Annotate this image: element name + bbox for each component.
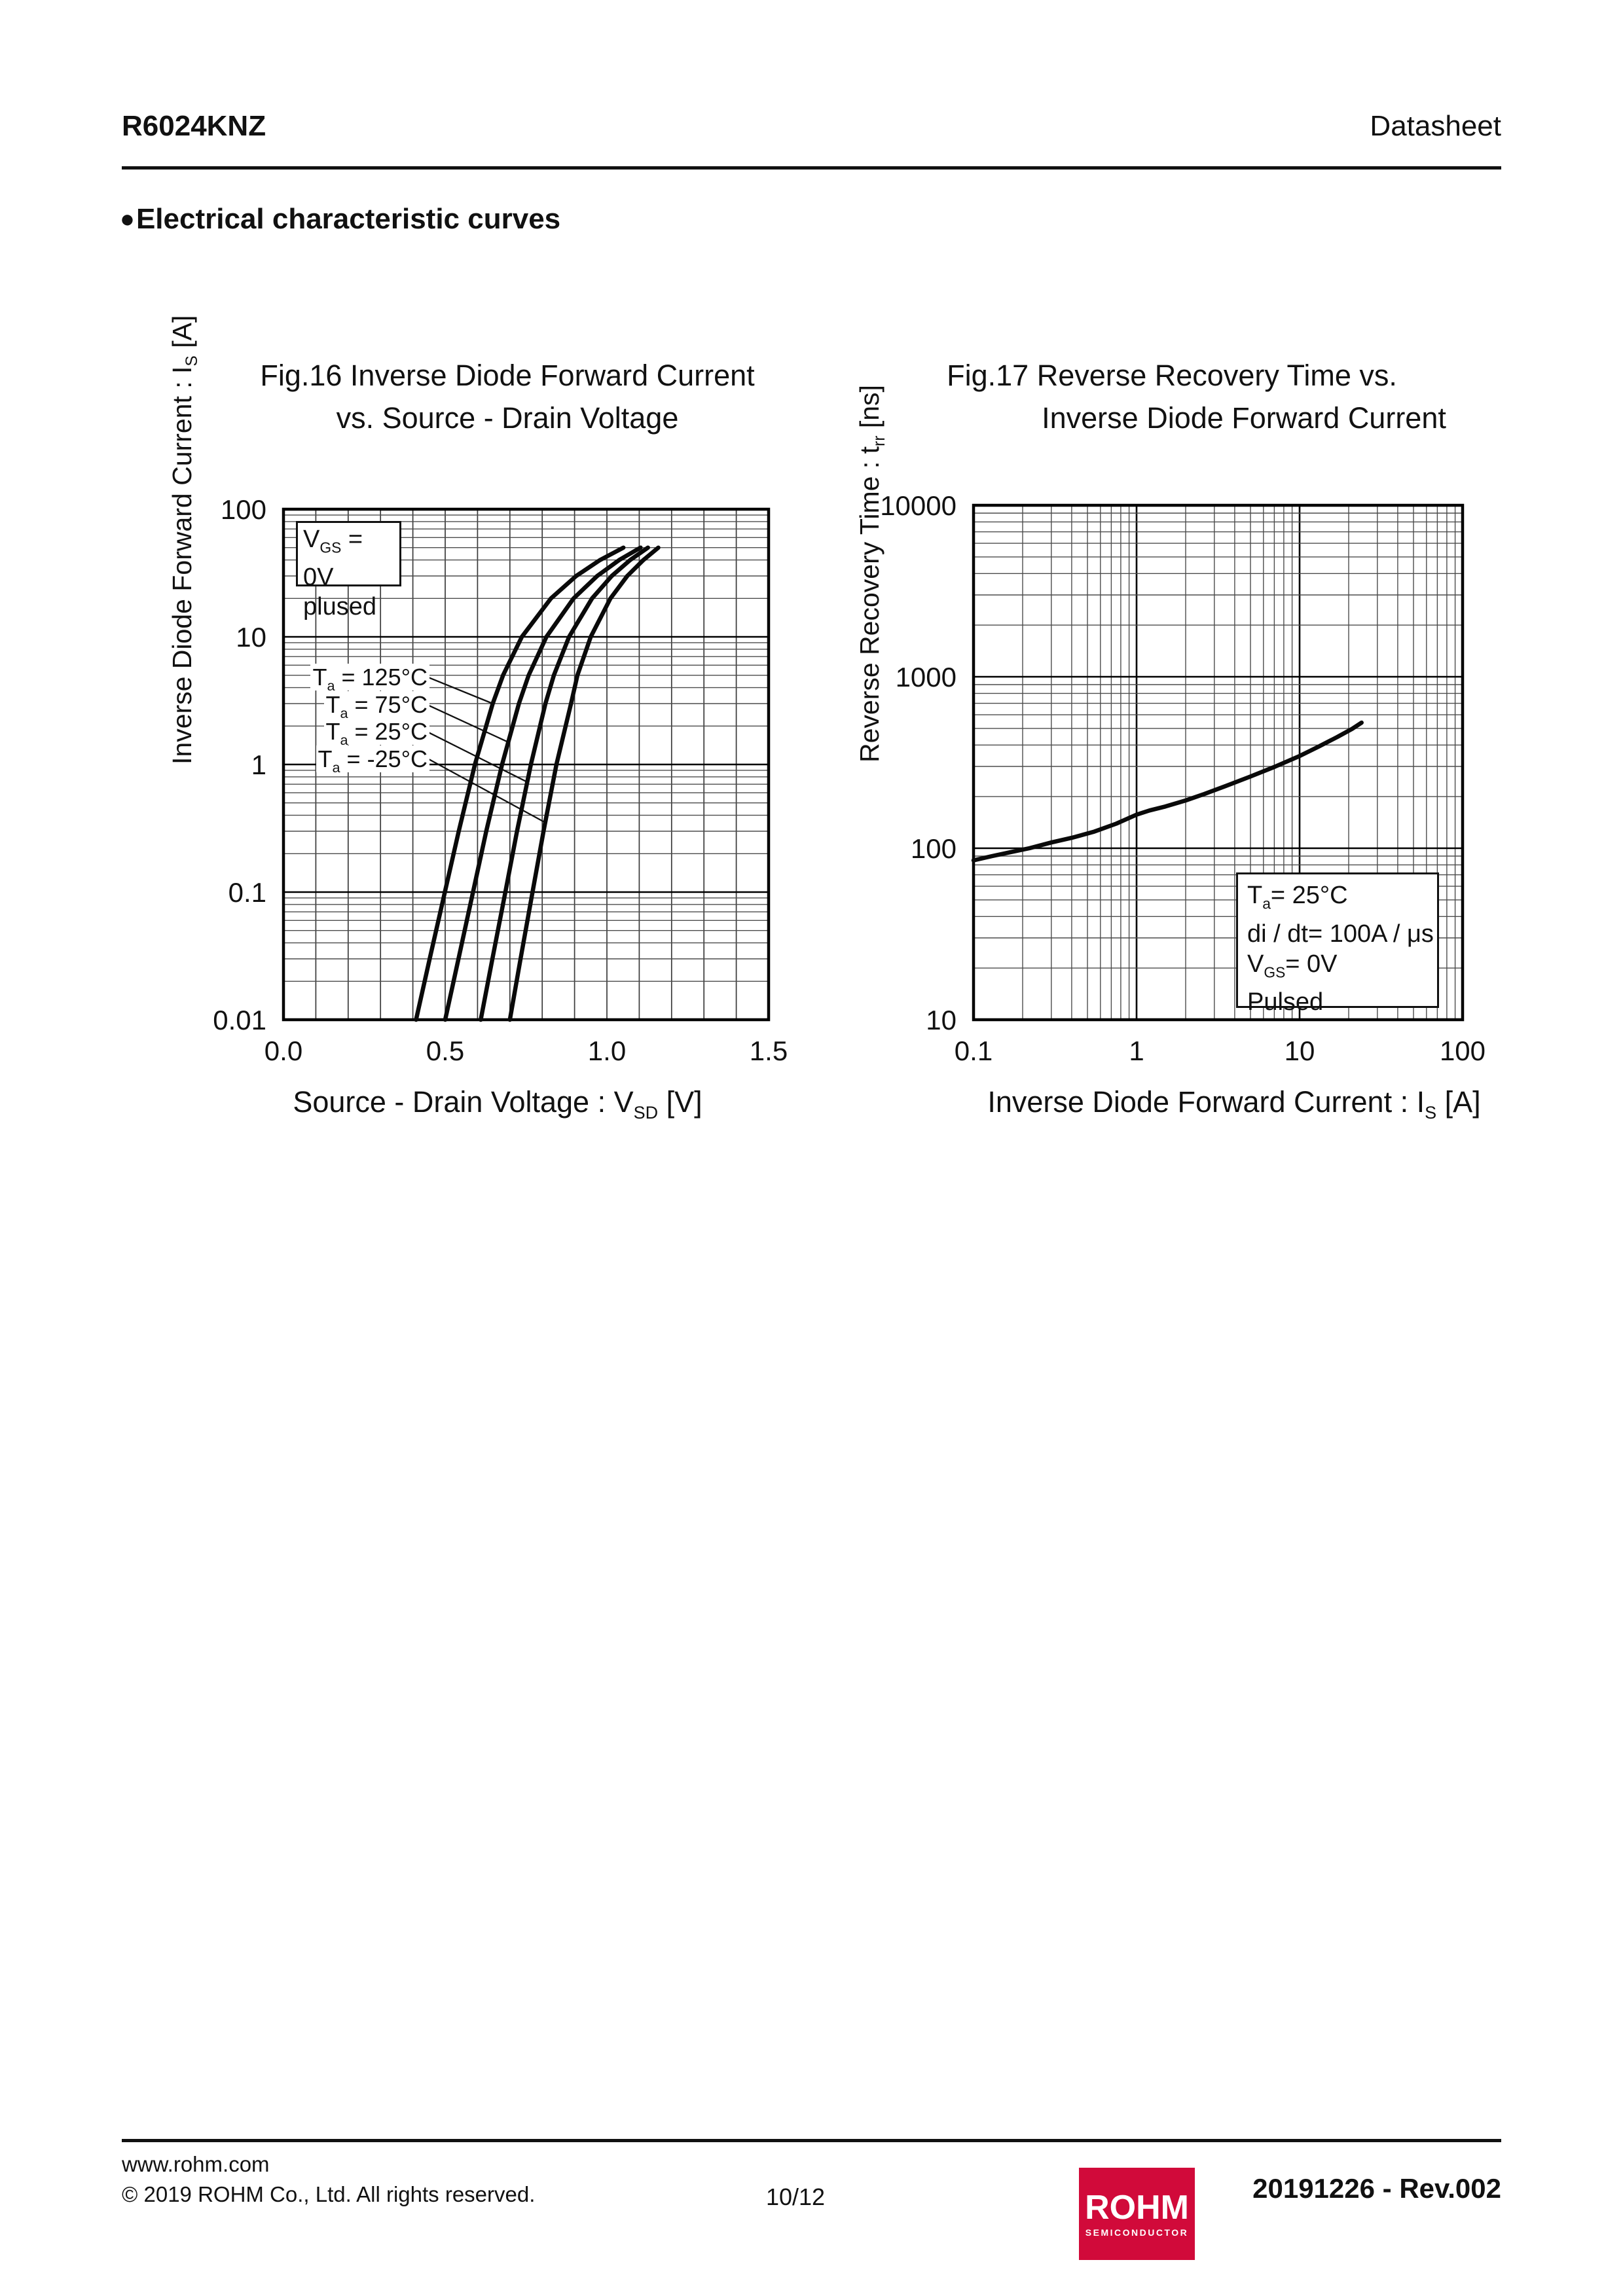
rohm-logo-subtext: SEMICONDUCTOR [1085, 2227, 1189, 2238]
fig17-title-line1: Fig.17 Reverse Recovery Time vs. [947, 359, 1397, 392]
svg-text:100: 100 [1440, 1035, 1486, 1066]
svg-text:1: 1 [251, 749, 266, 780]
svg-text:1.5: 1.5 [750, 1035, 788, 1066]
header-rule [122, 166, 1501, 170]
svg-text:0.5: 0.5 [426, 1035, 464, 1066]
fig16-condition-line2: plused [303, 592, 376, 620]
svg-text:1000: 1000 [896, 662, 957, 692]
fig16-plot-svg: 0.0 0.5 1.0 1.5 100 10 1 0.1 0.01 [213, 494, 788, 1066]
fig17-condition-line1: Ta= 25°C [1247, 882, 1348, 912]
section-heading: ●Electrical characteristic curves [120, 203, 560, 236]
bullet-icon: ● [120, 206, 135, 233]
svg-text:0.0: 0.0 [264, 1035, 302, 1066]
svg-text:1: 1 [1129, 1035, 1144, 1066]
fig17-condition-line4: Pulsed [1247, 988, 1324, 1016]
svg-text:0.1: 0.1 [228, 877, 266, 908]
rohm-logo: ROHM SEMICONDUCTOR [1079, 2168, 1195, 2260]
page-number: 10/12 [765, 2183, 826, 2210]
revision-text: 20191226 - Rev.002 [1252, 2173, 1501, 2204]
svg-text:100: 100 [911, 833, 957, 864]
curve-label-75c: Ta = 75°C [282, 691, 429, 721]
part-number: R6024KNZ [122, 110, 266, 142]
fig16-condition-line1: VGS = 0V [303, 526, 363, 591]
section-heading-label: Electrical characteristic curves [136, 203, 561, 235]
rohm-logo-wordmark: ROHM [1085, 2189, 1189, 2227]
fig16-title-line1: Fig.16 Inverse Diode Forward Current [260, 359, 755, 392]
svg-text:10: 10 [236, 622, 266, 653]
svg-text:0.01: 0.01 [213, 1005, 266, 1035]
svg-text:100: 100 [221, 494, 266, 525]
footer-rule [122, 2139, 1501, 2142]
fig17-condition-box: Ta= 25°C di / dt= 100A / μs VGS= 0V Puls… [1236, 872, 1439, 1016]
svg-text:10000: 10000 [880, 490, 957, 521]
fig16-curve-labels: Ta = 125°C Ta = 75°C Ta = 25°C Ta = -25°… [282, 664, 429, 776]
fig17-x-axis-title: Inverse Diode Forward Current : IS [A] [987, 1085, 1481, 1122]
svg-text:10: 10 [926, 1005, 957, 1035]
fig16-title-line2: vs. Source - Drain Voltage [336, 401, 679, 435]
fig16-x-axis-title: Source - Drain Voltage : VSD [V] [293, 1085, 702, 1122]
footer-copyright: © 2019 ROHM Co., Ltd. All rights reserve… [122, 2182, 536, 2206]
svg-text:1.0: 1.0 [588, 1035, 626, 1066]
fig17-condition-line2: di / dt= 100A / μs [1247, 920, 1434, 948]
fig17-title-line2: Inverse Diode Forward Current [1042, 401, 1446, 435]
svg-text:0.1: 0.1 [955, 1035, 993, 1066]
svg-text:10: 10 [1285, 1035, 1315, 1066]
fig17-plot-svg: 0.1 1 10 100 10000 1000 100 10 [880, 490, 1486, 1066]
doc-type-label: Datasheet [1370, 110, 1501, 142]
footer-url: www.rohm.com [122, 2152, 270, 2176]
fig16-condition-box: VGS = 0V plused [296, 521, 401, 620]
curve-label-25c: Ta = 25°C [282, 718, 429, 748]
curve-label-125c: Ta = 125°C [282, 664, 429, 694]
curve-label-minus25c: Ta = -25°C [282, 745, 429, 776]
fig17-condition-line3: VGS= 0V [1247, 950, 1338, 981]
